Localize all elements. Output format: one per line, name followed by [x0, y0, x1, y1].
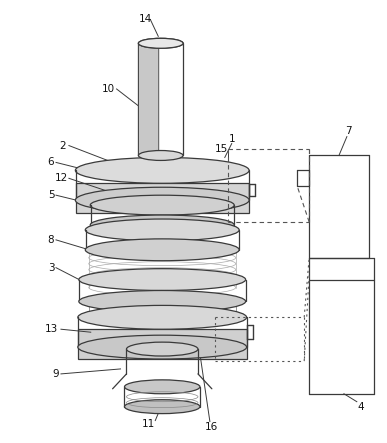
Text: 12: 12 — [54, 173, 68, 183]
Ellipse shape — [79, 268, 246, 291]
Ellipse shape — [139, 151, 183, 160]
Text: 4: 4 — [358, 402, 364, 412]
Text: 5: 5 — [48, 190, 54, 200]
Ellipse shape — [139, 39, 183, 48]
Ellipse shape — [79, 291, 246, 312]
Polygon shape — [139, 40, 159, 155]
Text: 3: 3 — [48, 263, 54, 272]
Ellipse shape — [90, 195, 234, 215]
Text: 2: 2 — [60, 140, 66, 151]
Text: 10: 10 — [102, 84, 115, 94]
Text: 16: 16 — [205, 422, 219, 431]
Ellipse shape — [127, 342, 198, 356]
Ellipse shape — [89, 291, 236, 307]
Text: 13: 13 — [45, 324, 58, 334]
Polygon shape — [76, 183, 248, 213]
Ellipse shape — [78, 305, 247, 329]
Ellipse shape — [75, 157, 249, 183]
Polygon shape — [78, 329, 247, 359]
Ellipse shape — [78, 335, 247, 359]
Ellipse shape — [75, 187, 249, 213]
Text: 9: 9 — [53, 369, 59, 379]
Text: 1: 1 — [228, 134, 235, 144]
Ellipse shape — [125, 380, 200, 394]
Text: 11: 11 — [142, 419, 155, 428]
Ellipse shape — [139, 39, 183, 48]
Ellipse shape — [89, 307, 236, 323]
Ellipse shape — [85, 219, 239, 241]
Ellipse shape — [90, 215, 234, 235]
Text: 6: 6 — [48, 157, 54, 167]
Text: 15: 15 — [215, 144, 228, 154]
Ellipse shape — [125, 400, 200, 414]
Text: 14: 14 — [139, 15, 152, 24]
Text: 8: 8 — [48, 235, 54, 245]
Text: 7: 7 — [346, 126, 352, 136]
Ellipse shape — [85, 239, 239, 261]
